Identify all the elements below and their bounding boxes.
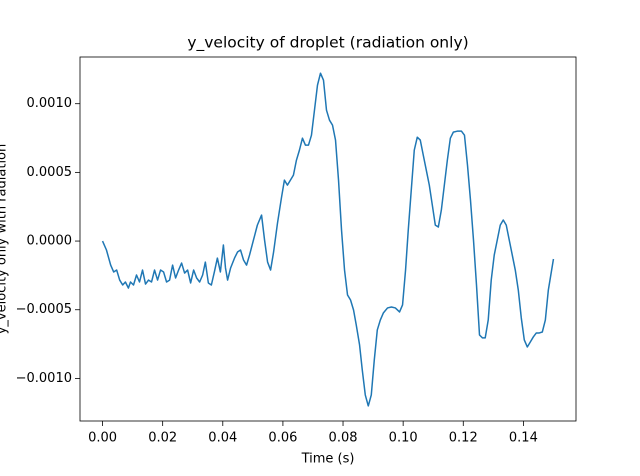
plot-frame	[79, 56, 577, 422]
x-tick-label: 0.02	[148, 431, 177, 446]
x-axis-label: Time (s)	[301, 452, 355, 467]
x-tick-label: 0.00	[88, 431, 117, 446]
x-tick-label: 0.14	[509, 431, 538, 446]
y-axis-label: y_velocity only with radiation	[0, 144, 10, 335]
x-tick-label: 0.08	[329, 431, 358, 446]
y-tick-label: 0.0005	[27, 165, 73, 180]
x-tick-label: 0.04	[208, 431, 237, 446]
x-tick-label: 0.06	[268, 431, 297, 446]
data-line	[101, 72, 555, 407]
x-tick-label: 0.12	[449, 431, 478, 446]
y-tick-label: −0.0005	[16, 302, 72, 317]
x-tick-label: 0.10	[389, 431, 418, 446]
y-tick-label: 0.0000	[27, 234, 73, 249]
y-tick-label: −0.0010	[16, 371, 72, 386]
chart-title: y_velocity of droplet (radiation only)	[187, 34, 468, 53]
y-tick-label: 0.0010	[27, 96, 73, 111]
